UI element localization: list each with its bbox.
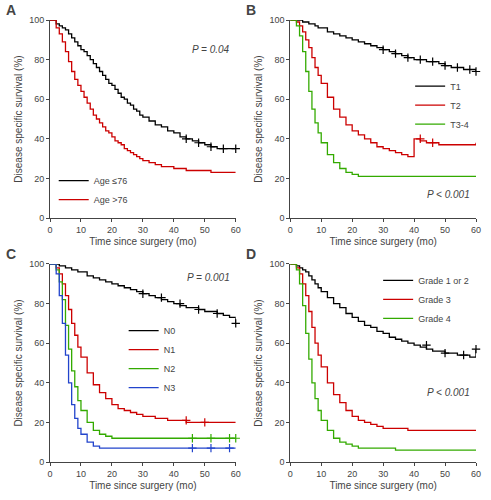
svg-text:40: 40 [34,378,44,388]
svg-text:Disease specific survival (%): Disease specific survival (%) [253,299,264,426]
svg-text:40: 40 [274,134,284,144]
svg-text:20: 20 [107,225,117,235]
svg-text:100: 100 [29,259,44,269]
svg-text:20: 20 [274,418,284,428]
svg-text:T1: T1 [450,82,461,92]
svg-text:20: 20 [34,418,44,428]
svg-text:B: B [246,2,256,18]
svg-text:P = 0.001: P = 0.001 [187,272,230,283]
svg-text:100: 100 [269,15,284,25]
svg-text:Time since surgery (mo): Time since surgery (mo) [89,236,196,247]
svg-text:T3-4: T3-4 [450,120,469,130]
svg-text:80: 80 [274,299,284,309]
svg-text:50: 50 [200,469,210,479]
svg-text:30: 30 [138,469,148,479]
svg-text:0: 0 [288,469,293,479]
svg-text:Time since surgery (mo): Time since surgery (mo) [89,480,196,491]
svg-text:50: 50 [440,225,450,235]
svg-text:0: 0 [288,225,293,235]
svg-text:20: 20 [34,174,44,184]
svg-text:Disease specific survival (%): Disease specific survival (%) [253,55,264,182]
svg-text:60: 60 [471,225,481,235]
svg-text:0: 0 [39,213,44,223]
svg-text:Time since surgery (mo): Time since surgery (mo) [329,236,436,247]
svg-text:Grade 4: Grade 4 [418,314,451,324]
svg-text:60: 60 [274,338,284,348]
svg-text:N1: N1 [164,345,176,355]
svg-text:20: 20 [274,174,284,184]
svg-text:20: 20 [347,469,357,479]
svg-text:Disease specific survival (%): Disease specific survival (%) [13,299,24,426]
svg-text:C: C [6,246,16,262]
svg-text:0: 0 [47,469,52,479]
svg-text:10: 10 [76,469,86,479]
svg-text:P < 0.001: P < 0.001 [427,387,470,398]
svg-text:20: 20 [107,469,117,479]
svg-text:30: 30 [138,225,148,235]
svg-text:D: D [246,246,256,262]
svg-text:Grade 3: Grade 3 [418,295,451,305]
svg-text:10: 10 [316,469,326,479]
svg-text:Age >76: Age >76 [94,195,128,205]
svg-text:30: 30 [378,469,388,479]
svg-text:60: 60 [274,94,284,104]
svg-text:60: 60 [231,225,241,235]
svg-text:10: 10 [316,225,326,235]
svg-text:N0: N0 [164,326,176,336]
svg-text:Age ≤76: Age ≤76 [94,176,127,186]
svg-text:P < 0.001: P < 0.001 [427,189,470,200]
svg-text:40: 40 [274,378,284,388]
svg-text:0: 0 [279,213,284,223]
svg-text:0: 0 [39,457,44,467]
svg-text:50: 50 [200,225,210,235]
svg-text:40: 40 [169,469,179,479]
svg-text:50: 50 [440,469,450,479]
svg-text:40: 40 [409,469,419,479]
svg-text:40: 40 [169,225,179,235]
svg-text:0: 0 [47,225,52,235]
svg-text:T2: T2 [450,101,461,111]
svg-text:A: A [6,2,16,18]
svg-text:0: 0 [279,457,284,467]
svg-text:80: 80 [274,55,284,65]
svg-text:N3: N3 [164,383,176,393]
svg-text:100: 100 [269,259,284,269]
svg-text:40: 40 [34,134,44,144]
svg-text:60: 60 [231,469,241,479]
svg-text:Time since surgery (mo): Time since surgery (mo) [329,480,436,491]
svg-text:N2: N2 [164,364,176,374]
svg-text:60: 60 [34,94,44,104]
svg-text:10: 10 [76,225,86,235]
svg-text:P = 0.04: P = 0.04 [192,44,230,55]
svg-text:Disease specific survival (%): Disease specific survival (%) [13,55,24,182]
svg-text:100: 100 [29,15,44,25]
svg-text:60: 60 [34,338,44,348]
svg-text:80: 80 [34,55,44,65]
svg-text:40: 40 [409,225,419,235]
svg-text:60: 60 [471,469,481,479]
svg-text:Grade 1 or 2: Grade 1 or 2 [418,276,469,286]
svg-text:80: 80 [34,299,44,309]
svg-text:20: 20 [347,225,357,235]
svg-text:30: 30 [378,225,388,235]
